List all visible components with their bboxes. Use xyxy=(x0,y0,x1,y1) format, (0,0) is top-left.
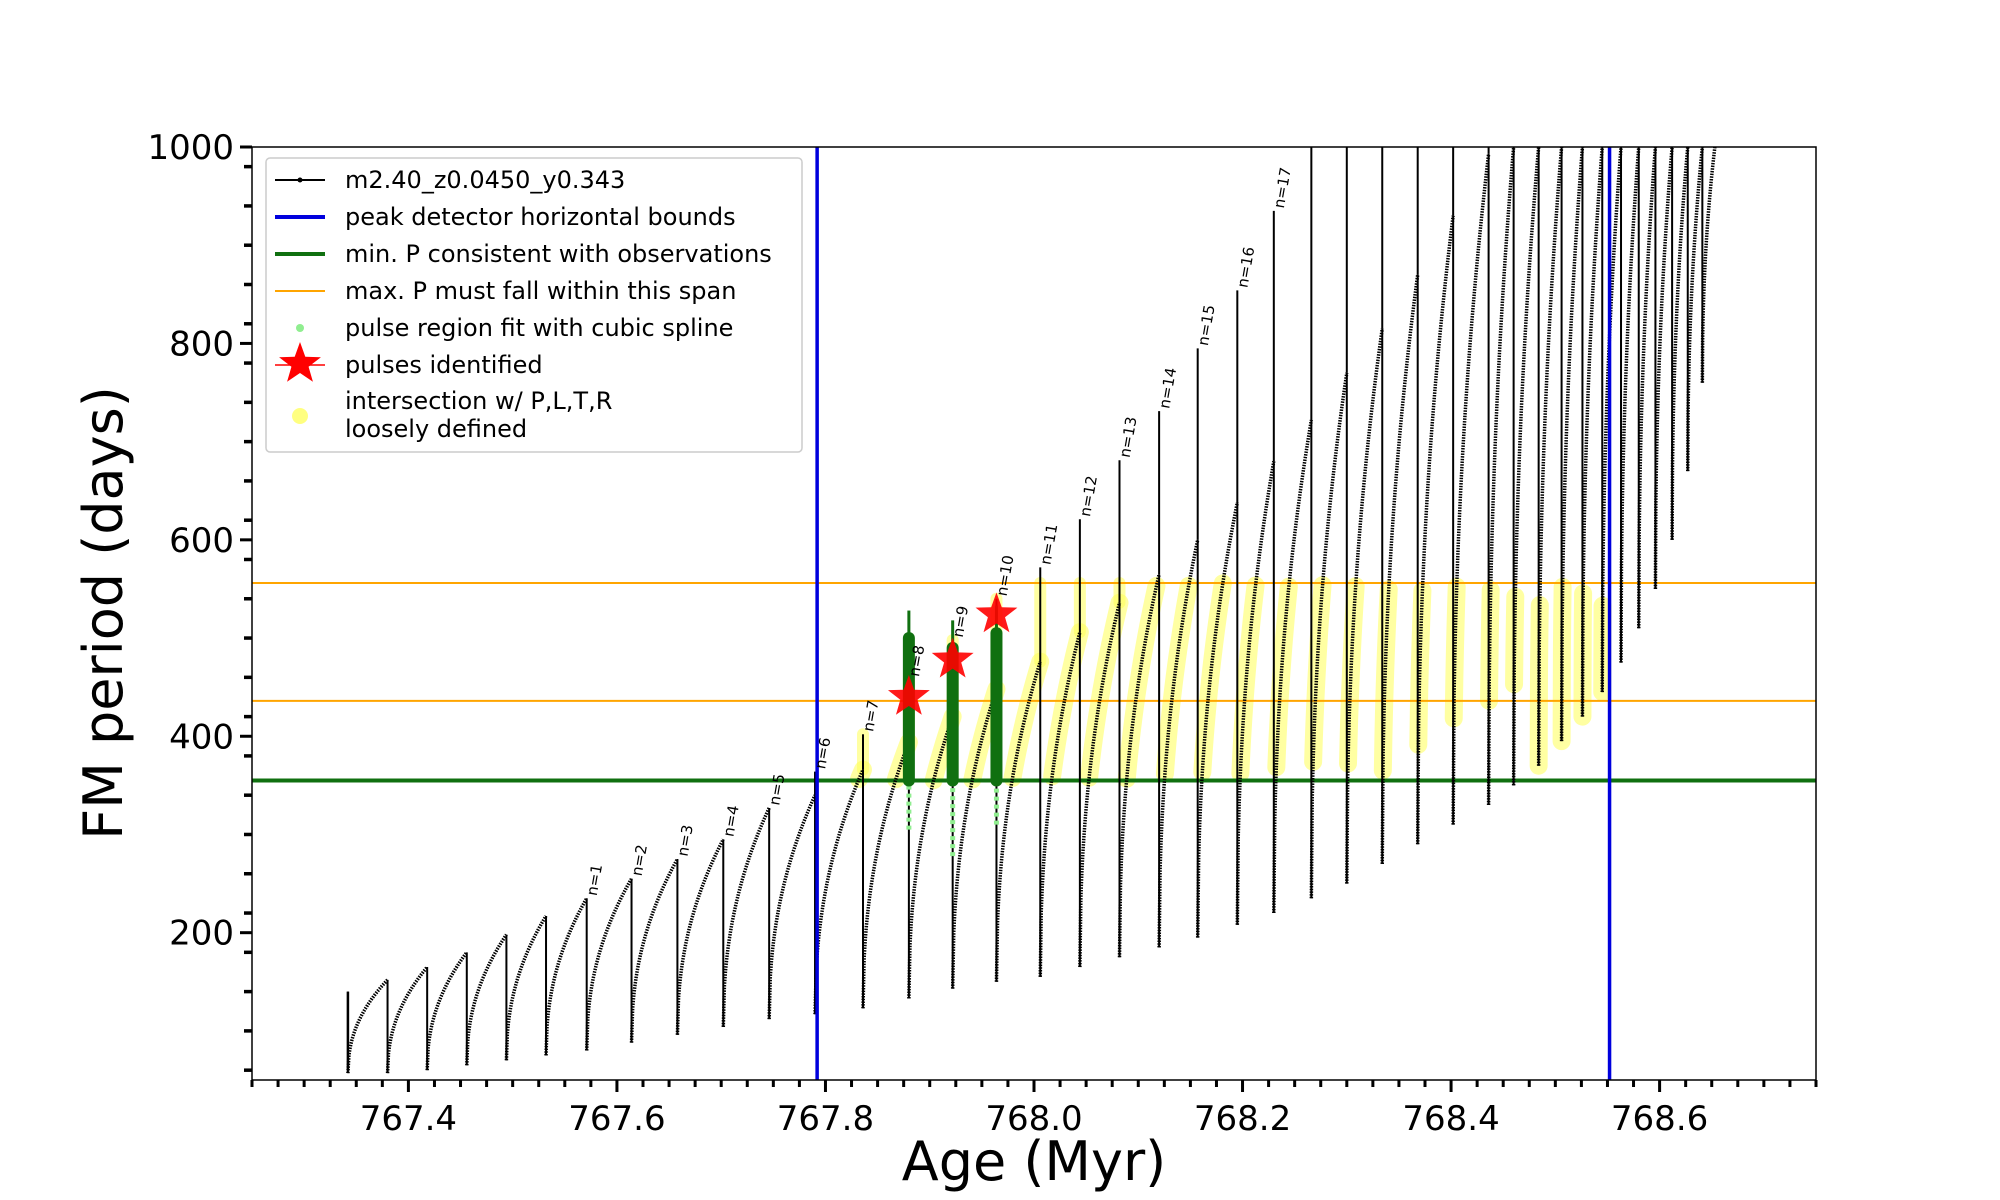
legend-label-track: m2.40_z0.0450_y0.343 xyxy=(345,166,625,194)
track-pulse-37 xyxy=(1653,147,1674,589)
track-pulse-20 xyxy=(1157,539,1200,948)
x-tick-label: 768.2 xyxy=(1194,1099,1291,1139)
x-tick-label: 768.4 xyxy=(1402,1099,1499,1139)
track-pulse-30 xyxy=(1511,147,1541,786)
legend-label-intersection: intersection w/ P,L,T,R loosely defined xyxy=(345,387,612,443)
legend-marker-spline-fit xyxy=(296,324,304,332)
track-pulse-9 xyxy=(675,838,725,1035)
track-pulse-21 xyxy=(1195,502,1240,938)
legend-intersection-line: intersection w/ P,L,T,R xyxy=(345,387,612,415)
track-pulse-38 xyxy=(1670,147,1690,540)
track-pulse-5 xyxy=(504,915,548,1061)
pulse-number-label: n=5 xyxy=(765,772,788,806)
axes-layer: 200 400 600 800 1000 767.4 767.6 767.8 768.0 768.… xyxy=(147,128,1818,1139)
pulse-identified-star-1 xyxy=(931,637,974,678)
pulse-identified-star-2 xyxy=(975,592,1018,633)
track-pulse-26 xyxy=(1380,274,1420,864)
legend-label-spline-fit: pulse region fit with cubic spline xyxy=(345,314,733,342)
track-pulse-34 xyxy=(1600,147,1623,693)
track-pulse-35 xyxy=(1619,147,1641,663)
y-tick-label: 1000 xyxy=(147,128,234,168)
pulse-number-label: n=8 xyxy=(905,644,928,678)
x-tick-label: 767.6 xyxy=(568,1099,665,1139)
pulses-identified-layer xyxy=(887,592,1018,715)
vertical-bounds-layer xyxy=(815,147,1612,1080)
track-pulse-32 xyxy=(1559,147,1585,742)
y-axis-title: FM period (days) xyxy=(72,386,135,840)
legend-box xyxy=(265,157,803,453)
intersection-region-19 xyxy=(1117,576,1166,788)
track-pulse-8 xyxy=(629,858,679,1043)
track-pulse-29 xyxy=(1486,147,1516,806)
intersection-region-28 xyxy=(1444,577,1466,728)
track-pulse-15 xyxy=(950,688,999,989)
track-pulse-13 xyxy=(861,741,911,1009)
track-pulse-17 xyxy=(1038,631,1082,977)
track-pulse-12 xyxy=(813,768,865,1015)
track-pulse-3 xyxy=(425,951,469,1071)
track-pulse-11 xyxy=(767,794,817,1020)
legend-label-min-period: min. P consistent with observations xyxy=(345,240,772,268)
legend: m2.40_z0.0450_y0.343 peak detector horiz… xyxy=(265,157,803,453)
legend-label-pulses-identified: pulses identified xyxy=(345,351,543,379)
pulse-number-label: n=2 xyxy=(628,843,651,877)
pulse-number-label: n=6 xyxy=(811,736,834,770)
x-tick-label: 768.6 xyxy=(1611,1099,1708,1139)
track-pulse-36 xyxy=(1637,147,1658,629)
intersection-region-22 xyxy=(1231,576,1265,783)
track-pulse-23 xyxy=(1272,419,1314,914)
legend-label-peak-bounds: peak detector horizontal bounds xyxy=(345,203,736,231)
track-series-layer xyxy=(346,147,1717,1074)
track-pulse-14 xyxy=(907,716,955,999)
legend-marker-intersection xyxy=(292,408,308,424)
legend-label-max-period: max. P must fall within this span xyxy=(345,277,736,305)
track-pulse-33 xyxy=(1580,147,1604,717)
pulse-number-label: n=1 xyxy=(583,863,606,897)
x-tick-label: 768.0 xyxy=(985,1099,1082,1139)
y-tick-label: 600 xyxy=(169,521,234,561)
track-pulse-6 xyxy=(544,897,589,1056)
horizontal-lines-layer xyxy=(252,582,1816,783)
y-tick-label: 200 xyxy=(169,914,234,954)
legend-marker-track-dot xyxy=(297,177,303,183)
x-tick-label: 767.4 xyxy=(360,1099,457,1139)
y-tick-label: 400 xyxy=(169,717,234,757)
x-axis-title: Age (Myr) xyxy=(902,1130,1167,1193)
track-pulse-18 xyxy=(1078,602,1122,968)
legend-markers xyxy=(275,177,325,424)
track-pulse-10 xyxy=(721,807,771,1028)
pulse-number-label: n=7 xyxy=(859,699,882,733)
pulse-identified-star-0 xyxy=(887,674,930,715)
pulse-number-label: n=9 xyxy=(949,604,972,638)
legend-marker-star xyxy=(279,342,321,382)
pulse-number-label: n=3 xyxy=(674,823,697,857)
track-pulse-16 xyxy=(994,661,1042,982)
pulse-number-label: n=4 xyxy=(719,804,742,838)
track-pulse-40 xyxy=(1700,147,1717,383)
y-tick-label: 800 xyxy=(169,324,234,364)
x-tick-label: 767.8 xyxy=(777,1099,874,1139)
track-pulse-2 xyxy=(385,965,429,1074)
track-pulse-28 xyxy=(1451,153,1491,825)
track-pulse-4 xyxy=(465,933,508,1066)
track-pulse-19 xyxy=(1117,573,1161,958)
track-pulse-31 xyxy=(1536,147,1564,766)
legend-intersection-line: loosely defined xyxy=(345,415,527,443)
